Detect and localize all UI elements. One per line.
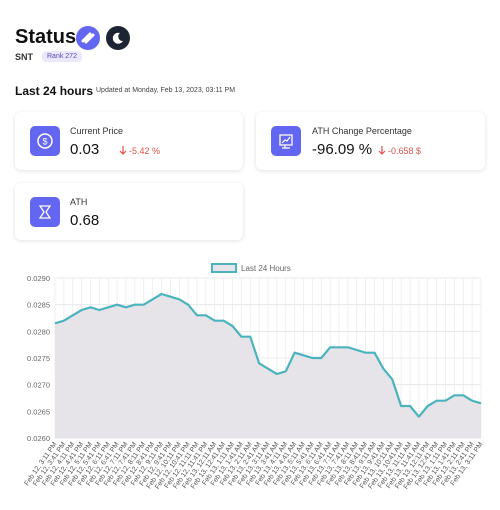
updated-time: Updated at Monday, Feb 13, 2023, 03:11 P…	[96, 87, 236, 94]
rank-badge: Rank 272	[42, 51, 82, 62]
line	[54, 292, 482, 418]
coin-glyph	[81, 32, 95, 44]
card-icon	[271, 126, 301, 156]
card-value: -96.09 %	[312, 141, 373, 158]
area	[55, 294, 481, 438]
card-icon: $	[30, 126, 60, 156]
page-title: Status	[15, 26, 77, 48]
coin-icon	[76, 26, 100, 50]
period-heading: Last 24 hours	[15, 84, 94, 98]
price-card: $ Current Price 0.03 -5.42 %	[15, 112, 243, 170]
card-change: -0.658 $	[388, 146, 422, 156]
legend-swatch	[211, 263, 237, 273]
chart-icon	[279, 134, 293, 149]
theme-toggle[interactable]	[106, 26, 130, 50]
card-icon	[30, 197, 60, 227]
y-tick-label: 0.0280	[27, 327, 50, 336]
card-change: -5.42 %	[129, 146, 161, 156]
chart: 0.0260 0.0265 0.0270 0.0275 0.0280 0.0285 0.02…	[24, 263, 485, 491]
card-label: Current Price	[70, 126, 124, 136]
down-arrow	[119, 146, 127, 155]
card-value: 0.68	[70, 212, 100, 229]
legend-label: Last 24 Hours	[241, 264, 291, 273]
moon-icon	[112, 32, 123, 44]
card-value: 0.03	[70, 141, 100, 158]
ath-card: ATH 0.68	[15, 183, 243, 240]
dollar-icon: $	[37, 133, 53, 149]
y-tick-label: 0.0285	[27, 301, 50, 310]
y-tick-label: 0.0265	[27, 407, 50, 416]
y-tick-label: 0.0270	[27, 381, 50, 390]
down-arrow	[378, 146, 386, 155]
card-label: ATH Change Percentage	[312, 126, 412, 136]
card-label: ATH	[70, 197, 88, 207]
svg-text:$: $	[42, 137, 47, 147]
y-tick-label: 0.0260	[27, 434, 50, 443]
ath-change-card: ATH Change Percentage -96.09 % -0.658 $	[256, 112, 485, 170]
y-tick-label: 0.0275	[27, 354, 50, 363]
y-tick-label: 0.0290	[27, 274, 50, 283]
trophy-icon	[38, 205, 52, 219]
symbol: SNT	[15, 52, 33, 62]
